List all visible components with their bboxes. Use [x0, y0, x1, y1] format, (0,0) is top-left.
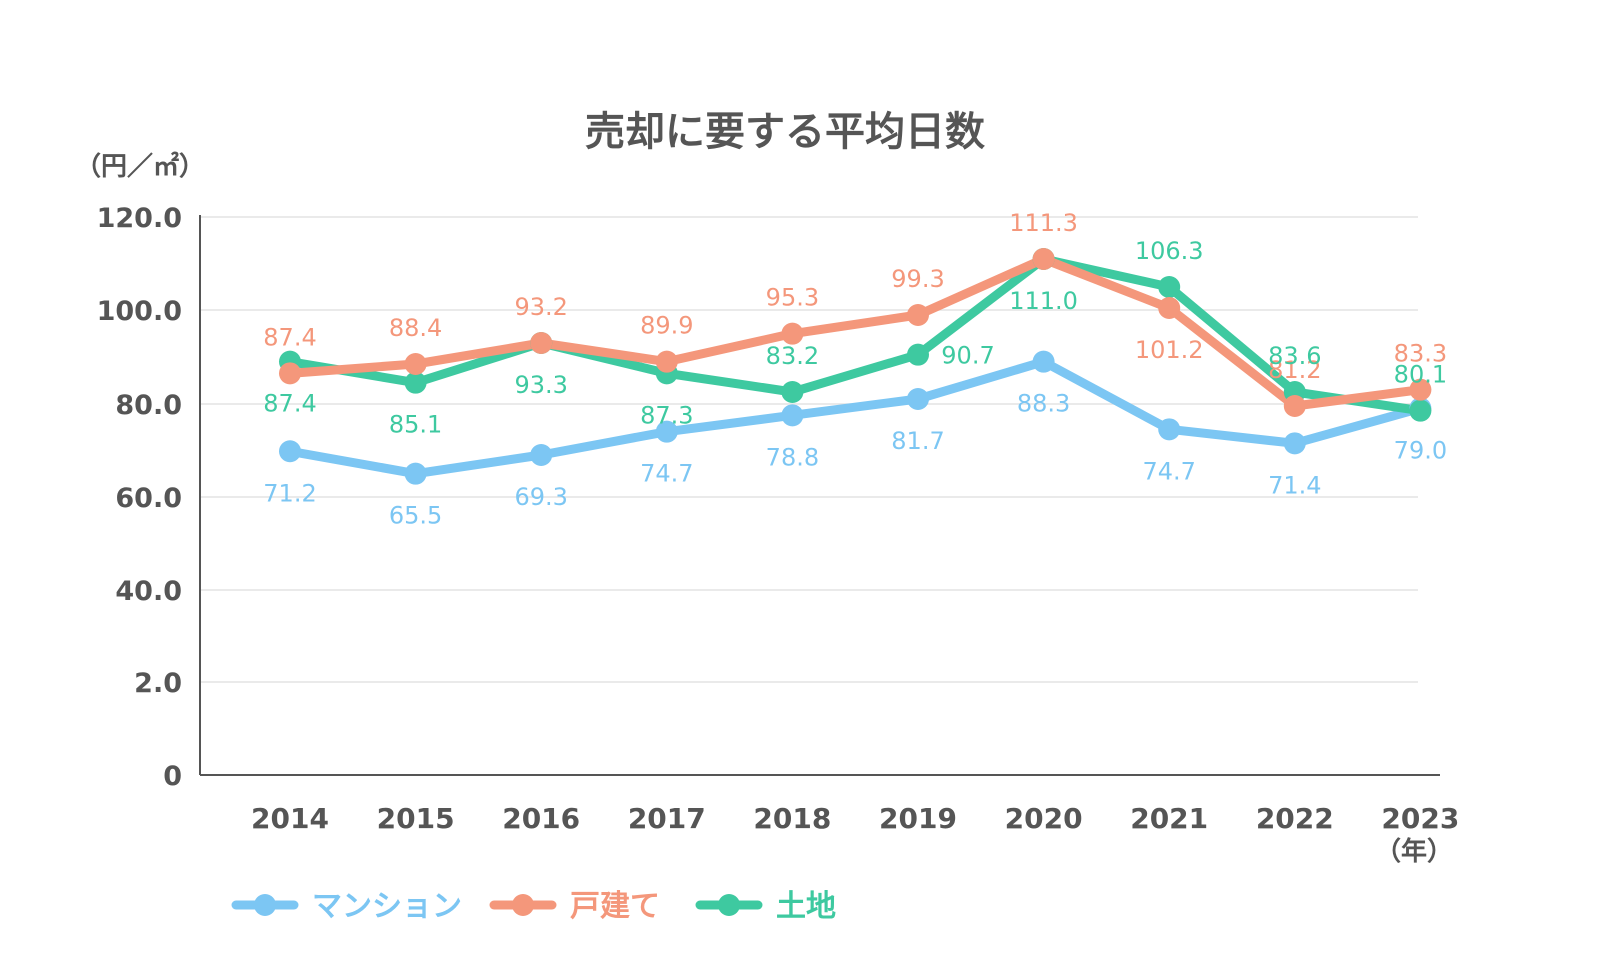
x-tick-label: 2019 [879, 802, 957, 835]
data-label: 81.7 [891, 427, 944, 455]
data-label: 85.1 [389, 411, 442, 439]
data-point [1032, 350, 1055, 373]
data-point [1283, 432, 1306, 455]
x-tick-label: 2022 [1256, 802, 1334, 835]
data-label: 99.3 [891, 265, 944, 293]
data-point [404, 353, 427, 375]
data-point [781, 381, 804, 403]
data-point [781, 322, 804, 345]
data-labels-group: 71.2 65.5 69.3 74.7 78.8 81.7 88.3 74.7 71.4 79.0… [263, 209, 1447, 530]
legend: マンション 戸建て 土地 [231, 889, 836, 924]
data-point [530, 332, 553, 354]
data-point [1158, 276, 1181, 298]
data-point [1158, 418, 1181, 441]
data-point [1409, 378, 1432, 401]
x-tick-label: 2018 [753, 802, 831, 835]
data-label: 111.0 [1009, 287, 1078, 315]
data-point [1409, 399, 1432, 422]
data-label: 88.3 [1017, 390, 1070, 418]
data-label: 78.8 [766, 443, 819, 471]
y-tick-label: 80.0 [115, 390, 182, 421]
data-point [655, 420, 678, 443]
markers-group [279, 248, 1432, 485]
y-tick-label: 0 [163, 761, 182, 792]
data-point [404, 371, 427, 394]
data-point [1032, 248, 1055, 270]
data-point [279, 362, 301, 385]
x-axis-ticks: 2014 2015 2016 2017 2018 2019 2020 2021 2022 2023 [251, 802, 1459, 835]
axes [199, 215, 1440, 776]
data-label: 87.4 [263, 323, 316, 351]
lines-group [285, 254, 1425, 479]
data-label: 83.3 [1394, 340, 1447, 368]
x-tick-label: 2017 [628, 802, 706, 835]
x-tick-label: 2016 [502, 802, 580, 835]
legend-label: 戸建て [570, 889, 660, 924]
x-tick-label: 2014 [251, 802, 329, 835]
data-label: 87.4 [263, 390, 316, 418]
data-label: 93.2 [514, 293, 567, 321]
data-point [1283, 395, 1306, 417]
data-label: 95.3 [766, 284, 819, 312]
data-label: 90.7 [941, 342, 994, 370]
legend-label: 土地 [776, 889, 836, 924]
series-line-1 [285, 254, 1425, 411]
y-axis-unit-label: （円／㎡） [75, 151, 205, 182]
data-point [530, 444, 553, 466]
y-tick-label: 60.0 [115, 483, 182, 514]
data-label: 87.3 [640, 401, 693, 429]
data-label: 83.2 [766, 342, 819, 370]
data-label: 74.7 [1142, 457, 1195, 485]
legend-swatch-marker [512, 894, 534, 916]
data-point [907, 388, 929, 410]
data-label: 80.1 [1394, 361, 1447, 389]
data-point [279, 440, 301, 463]
data-label: 93.3 [514, 371, 567, 399]
data-point [404, 462, 427, 485]
legend-swatch-marker [718, 894, 740, 916]
data-label: 71.2 [263, 479, 316, 507]
data-label: 71.4 [1268, 471, 1321, 499]
data-label: 74.7 [640, 460, 693, 488]
data-label: 89.9 [640, 312, 693, 340]
y-tick-label: 40.0 [115, 576, 182, 607]
data-label: 69.3 [514, 483, 567, 511]
x-tick-label: 2020 [1005, 802, 1083, 835]
y-tick-label: 2.0 [134, 668, 182, 699]
data-label: 111.3 [1009, 209, 1078, 237]
data-point [1158, 297, 1181, 319]
chart-title: 売却に要する平均日数 [585, 109, 985, 155]
y-axis-ticks: 0 2.0 40.0 60.0 80.0 100.0 120.0 [97, 203, 182, 792]
x-tick-label: 2021 [1130, 802, 1208, 835]
legend-label: マンション [312, 889, 462, 924]
series-line-0 [285, 357, 1425, 479]
data-point [907, 304, 929, 326]
x-tick-label: 2015 [377, 802, 455, 835]
data-label: 88.4 [389, 314, 442, 342]
y-tick-label: 120.0 [97, 203, 182, 234]
data-label: 81.2 [1268, 356, 1321, 384]
y-tick-label: 100.0 [97, 296, 182, 327]
data-label: 79.0 [1394, 436, 1447, 464]
data-label: 65.5 [389, 502, 442, 530]
series-lines: 71.2 65.5 69.3 74.7 78.8 81.7 88.3 74.7 71.4 79.0… [263, 209, 1447, 530]
gridlines [200, 216, 1418, 683]
x-axis-unit-label: （年） [1375, 836, 1453, 867]
data-label: 83.6 [1268, 342, 1321, 370]
data-label: 106.3 [1135, 237, 1204, 265]
series-line-2 [285, 254, 1425, 416]
x-tick-label: 2023 [1381, 802, 1459, 835]
legend-swatch-marker [254, 894, 276, 916]
data-label: 101.2 [1135, 336, 1204, 364]
data-point [655, 350, 678, 373]
data-point [781, 404, 804, 427]
data-point [907, 343, 929, 366]
